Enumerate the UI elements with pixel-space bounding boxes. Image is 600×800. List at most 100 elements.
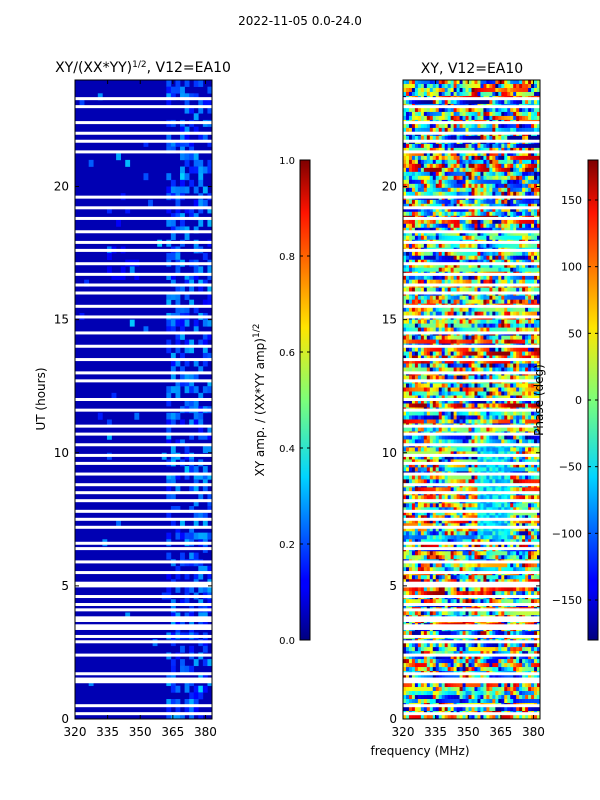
heatmap-cell [426, 439, 431, 444]
heatmap-cell [459, 91, 463, 97]
heatmap-cell [432, 167, 437, 173]
heatmap-cell [468, 223, 472, 229]
heatmap-cell [516, 163, 520, 169]
heatmap-cell [426, 415, 431, 420]
heatmap-cell [504, 219, 508, 225]
heatmap-cell [447, 175, 451, 181]
heatmap-cell [528, 211, 532, 217]
heatmap-cell [175, 86, 181, 94]
heatmap-cell [408, 363, 413, 368]
heatmap-cell [405, 347, 410, 352]
heatmap-cell [411, 127, 416, 133]
heatmap-cell [483, 415, 487, 420]
heatmap-cell [420, 187, 425, 193]
heatmap-cell [444, 147, 448, 153]
heatmap-cell [184, 685, 190, 693]
heatmap-cell [480, 151, 484, 157]
heatmap-cell [477, 259, 481, 265]
heatmap-cell [474, 307, 478, 312]
heatmap-cell [465, 151, 469, 157]
heatmap-cell [492, 243, 496, 249]
heatmap-cell [474, 235, 478, 241]
heatmap-cell [444, 179, 448, 185]
heatmap-cell [537, 159, 541, 165]
heatmap-cell [444, 223, 448, 229]
heatmap-cell [474, 127, 478, 133]
heatmap-cell [510, 287, 514, 292]
heatmap-cell [480, 435, 484, 440]
heatmap-cell [486, 363, 490, 368]
heatmap-cell [432, 399, 437, 404]
heatmap-cell [465, 383, 469, 388]
heatmap-cell [184, 206, 190, 214]
heatmap-cell [522, 171, 526, 177]
heatmap-cell [417, 319, 422, 324]
heatmap-cell [411, 319, 416, 324]
heatmap-cell [84, 279, 89, 287]
heatmap-cell [528, 231, 532, 237]
heatmap-cell [483, 295, 487, 300]
heatmap-cell [537, 147, 541, 153]
heatmap-cell [166, 386, 172, 394]
heatmap-cell [456, 267, 460, 272]
heatmap-cell [429, 147, 434, 153]
heatmap-cell [435, 243, 440, 249]
heatmap-cell [414, 175, 419, 181]
heatmap-cell [528, 251, 532, 257]
heatmap-cell [403, 311, 407, 316]
heatmap-cell [510, 387, 514, 392]
heatmap-cell [420, 243, 425, 249]
heatmap-cell [519, 359, 523, 364]
heatmap-cell [537, 187, 541, 193]
heatmap-cell [477, 447, 481, 452]
heatmap-cell [486, 447, 490, 452]
heatmap-cell [507, 143, 511, 149]
heatmap-cell [477, 107, 481, 113]
heatmap-cell [459, 355, 463, 360]
heatmap-cell [405, 267, 410, 272]
heatmap-cell [525, 115, 529, 121]
heatmap-cell [477, 299, 481, 304]
heatmap-cell [531, 151, 535, 157]
heatmap-cell [450, 279, 454, 284]
heatmap-cell [501, 355, 505, 360]
heatmap-cell [522, 255, 526, 261]
heatmap-cell [405, 91, 410, 97]
heatmap-cell [462, 183, 466, 189]
heatmap-cell [474, 87, 478, 93]
heatmap-cell [189, 299, 195, 307]
heatmap-cell [531, 211, 535, 217]
heatmap-cell [507, 99, 511, 105]
heatmap-cell [405, 295, 410, 300]
heatmap-cell [510, 327, 514, 332]
heatmap-cell [403, 307, 407, 312]
heatmap-cell [414, 323, 419, 328]
heatmap-cell [528, 367, 532, 372]
heatmap-cell [516, 235, 520, 241]
heatmap-cell [420, 419, 425, 424]
heatmap-cell [477, 267, 481, 272]
heatmap-cell [417, 359, 422, 364]
heatmap-cell [453, 323, 457, 328]
heatmap-cell [465, 115, 469, 121]
heatmap-cell [462, 307, 466, 312]
heatmap-cell [489, 411, 493, 416]
heatmap-cell [453, 227, 457, 233]
heatmap-cell [465, 223, 469, 229]
heatmap-cell [435, 319, 440, 324]
heatmap-cell [444, 199, 448, 205]
heatmap-cell [420, 143, 425, 149]
heatmap-cell [498, 99, 502, 105]
heatmap-cell [403, 267, 407, 272]
heatmap-cell [432, 363, 437, 368]
heatmap-cell [507, 259, 511, 265]
heatmap-cell [531, 99, 535, 105]
heatmap-cell [408, 279, 413, 284]
heatmap-cell [166, 712, 172, 720]
heatmap-cell [462, 351, 466, 356]
heatmap-cell [453, 327, 457, 332]
heatmap-cell [417, 307, 422, 312]
heatmap-cell [143, 139, 149, 147]
heatmap-cell [462, 311, 466, 316]
heatmap-cell [528, 323, 532, 328]
